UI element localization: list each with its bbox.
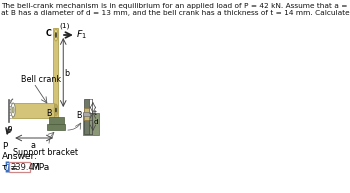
Bar	[49, 117, 64, 125]
Bar	[83, 113, 99, 135]
Text: $\theta$: $\theta$	[6, 124, 13, 135]
Bar	[84, 120, 89, 134]
Bar	[54, 28, 58, 118]
Text: Bell crank: Bell crank	[21, 75, 61, 85]
Bar	[83, 112, 90, 116]
Text: Answer:: Answer:	[1, 152, 37, 161]
Text: t: t	[93, 110, 96, 116]
Text: P: P	[2, 142, 7, 151]
Text: Support bracket: Support bracket	[13, 148, 78, 157]
FancyBboxPatch shape	[6, 162, 9, 173]
Text: B: B	[46, 109, 51, 119]
Text: d: d	[93, 119, 98, 125]
Bar	[84, 99, 89, 113]
Bar	[12, 103, 54, 118]
Circle shape	[55, 108, 57, 112]
Bar	[47, 124, 65, 130]
Circle shape	[11, 103, 15, 117]
Text: i: i	[6, 163, 9, 172]
Text: The bell-crank mechanism is in equilibrium for an applied load of P = 42 kN. Ass: The bell-crank mechanism is in equilibri…	[1, 2, 350, 9]
Bar	[84, 108, 89, 120]
Text: (1): (1)	[59, 23, 70, 29]
Text: 239.47: 239.47	[11, 163, 40, 172]
Bar	[9, 162, 30, 172]
Circle shape	[12, 107, 14, 113]
Circle shape	[54, 104, 58, 116]
Text: b: b	[64, 69, 69, 78]
Text: at B has a diameter of d = 13 mm, and the bell crank has a thickness of t = 14 m: at B has a diameter of d = 13 mm, and th…	[1, 10, 350, 16]
Circle shape	[54, 29, 58, 41]
Circle shape	[55, 32, 57, 37]
Text: C: C	[46, 29, 51, 37]
Text: a: a	[30, 141, 35, 150]
Text: $F_1$: $F_1$	[76, 29, 88, 41]
Text: τ =: τ =	[1, 163, 17, 172]
Text: MPa: MPa	[31, 163, 49, 172]
Text: B: B	[76, 111, 81, 119]
